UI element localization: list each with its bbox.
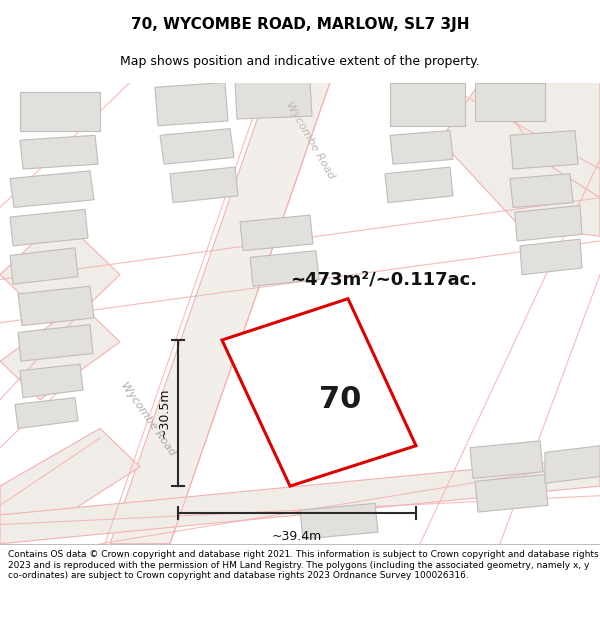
- Polygon shape: [155, 82, 228, 126]
- Polygon shape: [235, 82, 312, 119]
- Polygon shape: [490, 82, 600, 198]
- Text: 70: 70: [319, 385, 361, 414]
- Polygon shape: [10, 248, 78, 284]
- Polygon shape: [0, 304, 120, 399]
- Text: ~473m²/~0.117ac.: ~473m²/~0.117ac.: [290, 271, 477, 289]
- Polygon shape: [510, 174, 573, 208]
- Polygon shape: [222, 299, 416, 486]
- Text: Map shows position and indicative extent of the property.: Map shows position and indicative extent…: [120, 56, 480, 68]
- Polygon shape: [510, 131, 578, 169]
- Polygon shape: [300, 503, 378, 539]
- Text: Contains OS data © Crown copyright and database right 2021. This information is : Contains OS data © Crown copyright and d…: [8, 550, 598, 580]
- Polygon shape: [385, 167, 453, 202]
- Polygon shape: [160, 129, 234, 164]
- Text: 70, WYCOMBE ROAD, MARLOW, SL7 3JH: 70, WYCOMBE ROAD, MARLOW, SL7 3JH: [131, 18, 469, 32]
- Polygon shape: [20, 364, 83, 398]
- Polygon shape: [18, 286, 94, 326]
- Polygon shape: [18, 324, 93, 361]
- Text: ~30.5m: ~30.5m: [157, 388, 170, 438]
- Text: Wycombe Road: Wycombe Road: [284, 100, 336, 181]
- Polygon shape: [390, 131, 453, 164]
- Polygon shape: [10, 171, 94, 208]
- Polygon shape: [170, 167, 238, 202]
- Polygon shape: [0, 429, 140, 524]
- Polygon shape: [20, 136, 98, 169]
- Polygon shape: [520, 239, 582, 275]
- Polygon shape: [390, 82, 465, 126]
- Polygon shape: [470, 441, 543, 478]
- Polygon shape: [0, 217, 120, 332]
- Polygon shape: [20, 92, 100, 131]
- Polygon shape: [0, 458, 600, 544]
- Polygon shape: [475, 82, 545, 121]
- Polygon shape: [10, 209, 88, 246]
- Polygon shape: [15, 398, 78, 429]
- Polygon shape: [440, 82, 600, 236]
- Polygon shape: [515, 206, 582, 241]
- Polygon shape: [110, 82, 330, 544]
- Polygon shape: [240, 215, 313, 251]
- Polygon shape: [250, 251, 319, 286]
- Polygon shape: [545, 446, 600, 483]
- Text: ~39.4m: ~39.4m: [272, 530, 322, 543]
- Polygon shape: [475, 474, 548, 512]
- Text: Wycombe Road: Wycombe Road: [119, 380, 177, 458]
